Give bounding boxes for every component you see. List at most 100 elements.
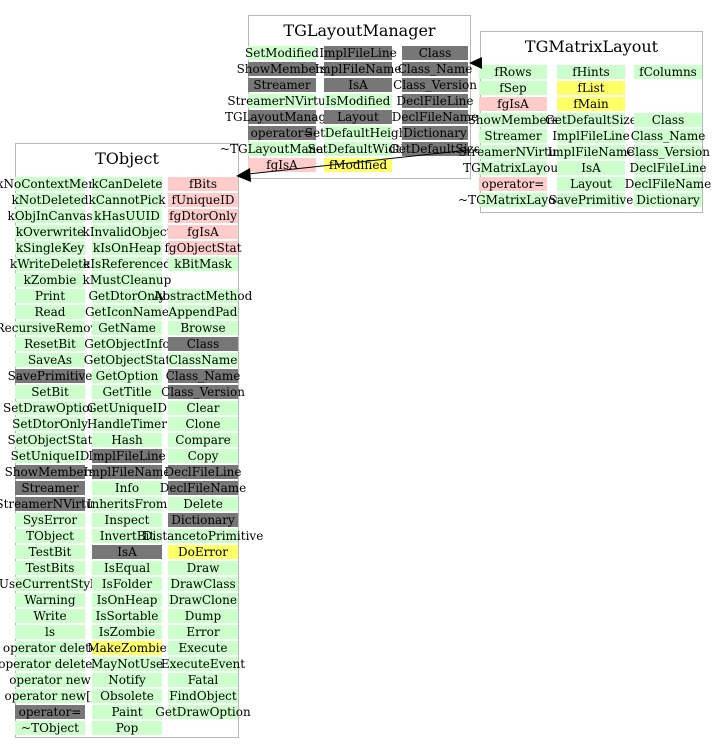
member-label: kCannotPick [88,193,166,207]
member-setuniqueid: SetUniqueID [11,449,89,463]
member-declfilename: DeclFileName [160,481,246,495]
member-label: UseCurrentStyle [0,577,102,591]
member-label: DeclFileName [624,177,712,191]
member-label: Paint [111,705,143,719]
member-fbits: fBits [168,177,238,191]
class-title: TGMatrixLayout [524,37,659,56]
member-info: Info [92,481,162,495]
member-label: StreamerNVirtual [458,145,568,159]
member-label: kOverwrite [15,225,85,239]
member-label: InvertBit [99,529,155,543]
member-label: GetIconName [84,305,170,319]
member-label: ShowMembers [236,62,328,76]
member-setdrawoption: SetDrawOption [3,401,97,415]
member-label: IsSortable [95,609,159,623]
member-implfilename: ImplFileName [548,145,634,159]
member-saveprimitive: SavePrimitive [8,369,92,383]
member-label: DeclFileLine [396,94,474,108]
member-declfileline: DeclFileLine [164,465,242,479]
member-clear: Clear [168,401,238,415]
member-kcandelete: kCanDelete [92,177,162,191]
member-label: ls [45,625,55,639]
member-label: TObject [26,529,74,543]
member-isa: IsA [557,161,625,175]
member-isfolder: IsFolder [92,577,162,591]
member-label: SetBit [31,385,69,399]
member-label: TGMatrixLayout [463,161,563,175]
member-dictionary: Dictionary [402,126,468,140]
member-label: Streamer [21,481,79,495]
member-label: fModified [328,158,388,172]
member-label: fColumns [639,65,697,79]
member-label: ImplFileLine [319,46,397,60]
member-label: Dictionary [171,513,235,527]
member-class: Class [634,113,702,127]
member-label: GetTitle [102,385,152,399]
member-kisonheap: kIsOnHeap [92,241,162,255]
member-label: TGLayoutManager [224,110,340,124]
member-label: operator new [9,673,91,687]
member-testbit: TestBit [15,545,85,559]
member-label: Dictionary [403,126,467,140]
member-label: Streamer [253,78,311,92]
member-tobject: TObject [15,529,85,543]
member-tgmatrixlayout: TGMatrixLayout [463,161,563,175]
member-dictionary: Dictionary [168,513,238,527]
member-ls: ls [15,625,85,639]
member-kbitmask: kBitMask [168,257,238,271]
member-label: ~TObject [21,721,79,735]
member-fgobjectstat: fgObjectStat [164,241,242,255]
member-label: kSingleKey [15,241,85,255]
member-label: SetUniqueID [10,449,90,463]
member-implfilename: ImplFileName [315,62,401,76]
member-dictionary: Dictionary [634,193,702,207]
member-resetbit: ResetBit [15,337,85,351]
member-streamer: Streamer [479,129,547,143]
member-label: fSep [499,81,527,95]
member-label: kZombie [23,273,77,287]
member-label: SetDefaultHeight [304,126,412,140]
member-setdefaultwidth: SetDefaultWidth [307,142,409,156]
member-inspect: Inspect [92,513,162,527]
member-isa: IsA [92,545,162,559]
member-frows: fRows [479,65,547,79]
member-tgmatrixlayout: ~TGMatrixLayout [458,193,568,207]
member-setbit: SetBit [15,385,85,399]
member-label: IsOnHeap [96,593,158,607]
member-label: operator new[] [4,689,96,703]
member-label: AppendPad [168,305,238,319]
member-handletimer: HandleTimer [87,417,167,431]
member-hash: Hash [92,433,162,447]
member-label: GetDefaultSize [389,142,481,156]
member-fsep: fSep [479,81,547,95]
member-label: fRows [494,65,532,79]
member-label: TestBits [25,561,75,575]
member-label: ShowMembers [467,113,559,127]
member-label: InheritsFrom [86,497,168,511]
member-declfileline: DeclFileLine [629,161,707,175]
member-pop: Pop [92,721,162,735]
member-label: GetDefaultSize [545,113,637,127]
member-knotdeleted: kNotDeleted [11,193,89,207]
member-label: ~TGLayoutManager [219,142,345,156]
member-showmembers: ShowMembers [5,465,95,479]
member-label: TestBit [28,545,72,559]
member-label: Dictionary [636,193,700,207]
member-label: fMain [573,97,609,111]
member-fcolumns: fColumns [634,65,702,79]
member-label: DeclFileName [391,110,479,124]
member-dump: Dump [168,609,238,623]
member-label: operator= [18,705,82,719]
member-tobject: ~TObject [15,721,85,735]
member-label: SysError [22,513,78,527]
member-syserror: SysError [15,513,85,527]
member-label: kMustCleanup [82,273,172,287]
member-label: Write [33,609,67,623]
member-getobjectstat: GetObjectStat [84,353,170,367]
member-label: Dump [184,609,222,623]
member-tglayoutmanager: TGLayoutManager [225,110,339,124]
member-label: fList [577,81,605,95]
member-label: Error [186,625,220,639]
member-ksinglekey: kSingleKey [15,241,85,255]
member-label: Browse [180,321,226,335]
